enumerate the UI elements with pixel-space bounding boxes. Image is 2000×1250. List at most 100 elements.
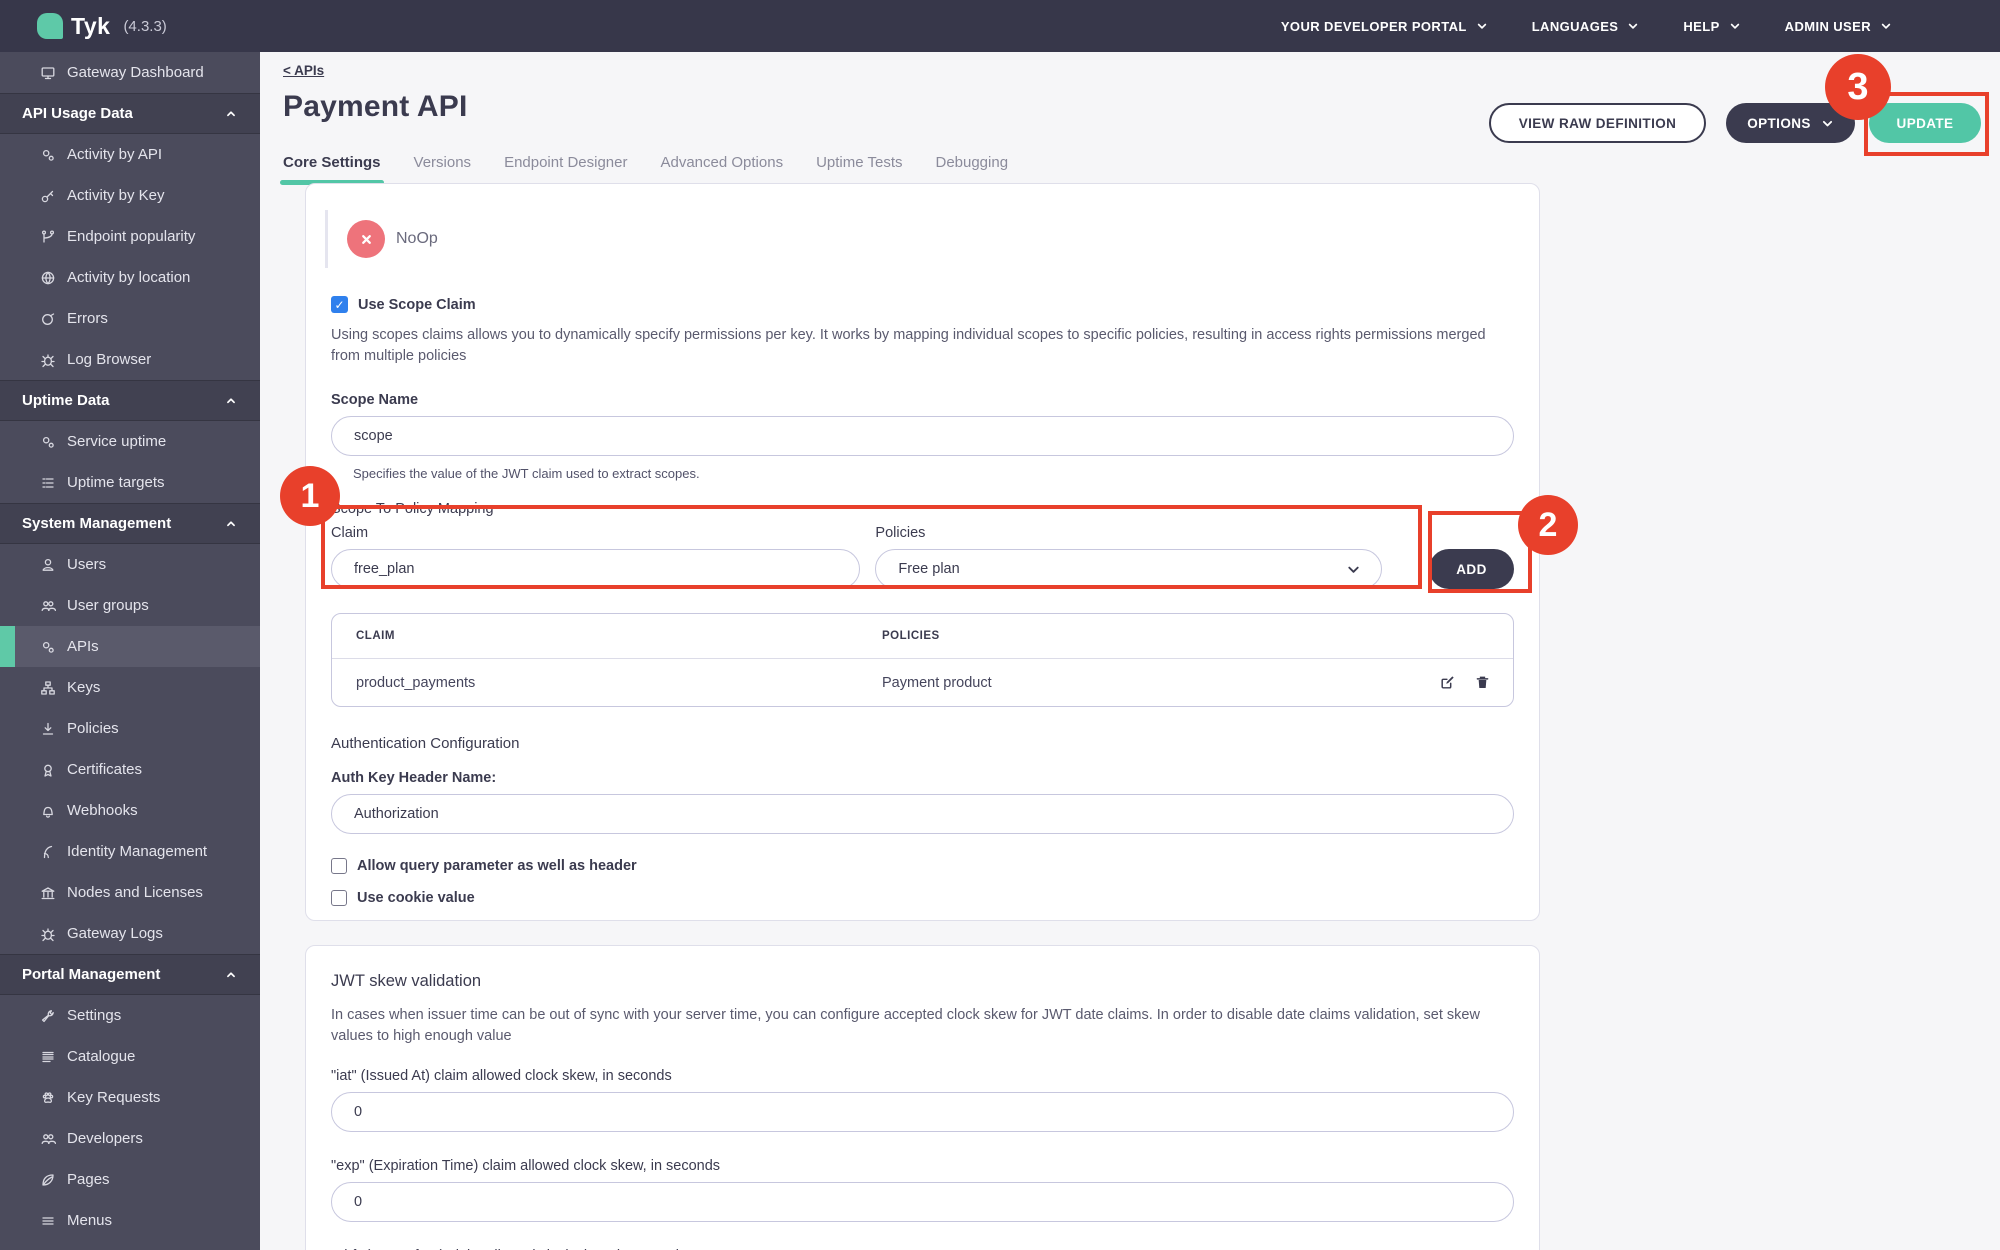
use-scope-claim-checkbox[interactable]: [331, 296, 348, 313]
user-icon: [40, 557, 56, 573]
use-cookie-value-label: Use cookie value: [357, 890, 475, 907]
use-cookie-value-checkbox-row[interactable]: Use cookie value: [331, 890, 1514, 907]
chevron-up-icon: [224, 107, 238, 121]
tab-core-settings[interactable]: Core Settings: [280, 154, 384, 185]
sidebar-item-users[interactable]: Users: [0, 544, 260, 585]
sidebar: Gateway Dashboard API Usage Data Activity …: [0, 52, 260, 1250]
sidebar-item-nodes-and-licenses[interactable]: Nodes and Licenses: [0, 872, 260, 913]
sitemap-icon: [40, 680, 56, 696]
exp-skew-input[interactable]: [331, 1182, 1514, 1223]
view-raw-definition-button[interactable]: VIEW RAW DEFINITION: [1489, 103, 1706, 143]
jwt-skew-title: JWT skew validation: [331, 972, 482, 990]
sidebar-item-uptime-targets[interactable]: Uptime targets: [0, 462, 260, 503]
sidebar-item-gateway-logs[interactable]: Gateway Logs: [0, 913, 260, 954]
menu-icon: [40, 1213, 56, 1229]
sidebar-label: Settings: [67, 1007, 122, 1024]
tab-versions[interactable]: Versions: [413, 154, 472, 171]
sidebar-label: Key Requests: [67, 1089, 161, 1106]
bug-icon: [40, 926, 56, 942]
table-header-policies: POLICIES: [882, 630, 940, 643]
sidebar-label: Activity by API: [67, 146, 163, 163]
allow-query-parameter-checkbox-row[interactable]: Allow query parameter as well as header: [331, 858, 1514, 875]
allow-query-parameter-label: Allow query parameter as well as header: [357, 858, 637, 875]
edit-icon[interactable]: [1439, 674, 1456, 691]
sidebar-item-gateway-dashboard[interactable]: Gateway Dashboard: [0, 52, 260, 93]
nav-admin-user[interactable]: ADMIN USER: [1785, 19, 1892, 34]
sidebar-item-apis[interactable]: APIs: [0, 626, 260, 667]
sidebar-label: Certificates: [67, 761, 143, 778]
chevron-down-icon: [1729, 20, 1741, 32]
sidebar-item-endpoint-popularity[interactable]: Endpoint popularity: [0, 216, 260, 257]
sidebar-item-service-uptime[interactable]: Service uptime: [0, 421, 260, 462]
sidebar-label: Gateway Dashboard: [67, 64, 204, 81]
list-icon: [40, 475, 56, 491]
sidebar-item-activity-by-api[interactable]: Activity by API: [0, 134, 260, 175]
tab-uptime-tests[interactable]: Uptime Tests: [816, 154, 903, 171]
sidebar-label: Webhooks: [67, 802, 138, 819]
chevron-down-icon: [1346, 562, 1361, 577]
sidebar-label: Activity by Key: [67, 187, 165, 204]
sidebar-label: Uptime Data: [22, 392, 110, 409]
sidebar-label: Service uptime: [67, 433, 167, 450]
update-button[interactable]: UPDATE: [1869, 103, 1981, 143]
users-icon: [40, 598, 56, 614]
tab-advanced-options[interactable]: Advanced Options: [660, 154, 784, 171]
sidebar-section-uptime-data[interactable]: Uptime Data: [0, 380, 260, 421]
core-settings-card: NoOp Use Scope Claim Using scopes claims…: [305, 183, 1540, 921]
use-scope-claim-label: Use Scope Claim: [358, 296, 476, 313]
tyk-logo[interactable]: Tyk (4.3.3): [37, 13, 167, 40]
trash-icon[interactable]: [1474, 674, 1491, 691]
sidebar-item-log-browser[interactable]: Log Browser: [0, 339, 260, 380]
sidebar-label: Users: [67, 556, 107, 573]
sidebar-item-pages[interactable]: Pages: [0, 1159, 260, 1200]
sidebar-item-settings[interactable]: Settings: [0, 995, 260, 1036]
sidebar-section-portal-management[interactable]: Portal Management: [0, 954, 260, 995]
sidebar-item-developers[interactable]: Developers: [0, 1118, 260, 1159]
sidebar-item-activity-by-key[interactable]: Activity by Key: [0, 175, 260, 216]
sidebar-item-webhooks[interactable]: Webhooks: [0, 790, 260, 831]
nav-developer-portal[interactable]: YOUR DEVELOPER PORTAL: [1281, 19, 1488, 34]
scope-mapping-row: Claim Policies Free plan ADD: [331, 525, 1514, 590]
sidebar-item-policies[interactable]: Policies: [0, 708, 260, 749]
scope-name-input[interactable]: [331, 416, 1514, 457]
sidebar-section-system-management[interactable]: System Management: [0, 503, 260, 544]
claim-input[interactable]: [331, 549, 861, 590]
branch-icon: [40, 229, 56, 245]
allow-query-parameter-checkbox[interactable]: [331, 858, 347, 875]
remove-noop-button[interactable]: [347, 220, 385, 258]
sidebar-label: API Usage Data: [22, 105, 133, 122]
sidebar-label: System Management: [22, 515, 172, 532]
sidebar-item-user-groups[interactable]: User groups: [0, 585, 260, 626]
sidebar-label: User groups: [67, 597, 149, 614]
sidebar-item-catalogue[interactable]: Catalogue: [0, 1036, 260, 1077]
scope-name-help: Specifies the value of the JWT claim use…: [353, 466, 700, 482]
noop-label: NoOp: [396, 230, 438, 247]
sidebar-item-identity-management[interactable]: Identity Management: [0, 831, 260, 872]
sidebar-item-menus[interactable]: Menus: [0, 1200, 260, 1241]
noop-entry: NoOp: [325, 210, 1514, 268]
sidebar-item-activity-by-location[interactable]: Activity by location: [0, 257, 260, 298]
iat-skew-input[interactable]: [331, 1092, 1514, 1133]
monitor-icon: [40, 65, 56, 81]
sidebar-section-api-usage-data[interactable]: API Usage Data: [0, 93, 260, 134]
chevron-up-icon: [224, 968, 238, 982]
nav-languages[interactable]: LANGUAGES: [1532, 19, 1640, 34]
auth-key-header-input[interactable]: [331, 794, 1514, 835]
use-cookie-value-checkbox[interactable]: [331, 890, 347, 907]
tab-debugging[interactable]: Debugging: [935, 154, 1009, 171]
table-cell-claim: product_payments: [356, 674, 476, 691]
add-button[interactable]: ADD: [1429, 549, 1514, 590]
sidebar-label: Gateway Logs: [67, 925, 163, 942]
sidebar-label: Activity by location: [67, 269, 191, 286]
breadcrumb-apis[interactable]: < APIs: [283, 63, 325, 78]
nav-help[interactable]: HELP: [1683, 19, 1740, 34]
error-icon: [40, 311, 56, 327]
sidebar-item-errors[interactable]: Errors: [0, 298, 260, 339]
tab-endpoint-designer[interactable]: Endpoint Designer: [504, 154, 628, 171]
use-scope-claim-checkbox-row[interactable]: Use Scope Claim: [331, 296, 1514, 313]
sidebar-item-certificates[interactable]: Certificates: [0, 749, 260, 790]
sidebar-item-key-requests[interactable]: Key Requests: [0, 1077, 260, 1118]
sidebar-label: Uptime targets: [67, 474, 165, 491]
policies-select[interactable]: Free plan: [875, 549, 1382, 590]
sidebar-item-keys[interactable]: Keys: [0, 667, 260, 708]
